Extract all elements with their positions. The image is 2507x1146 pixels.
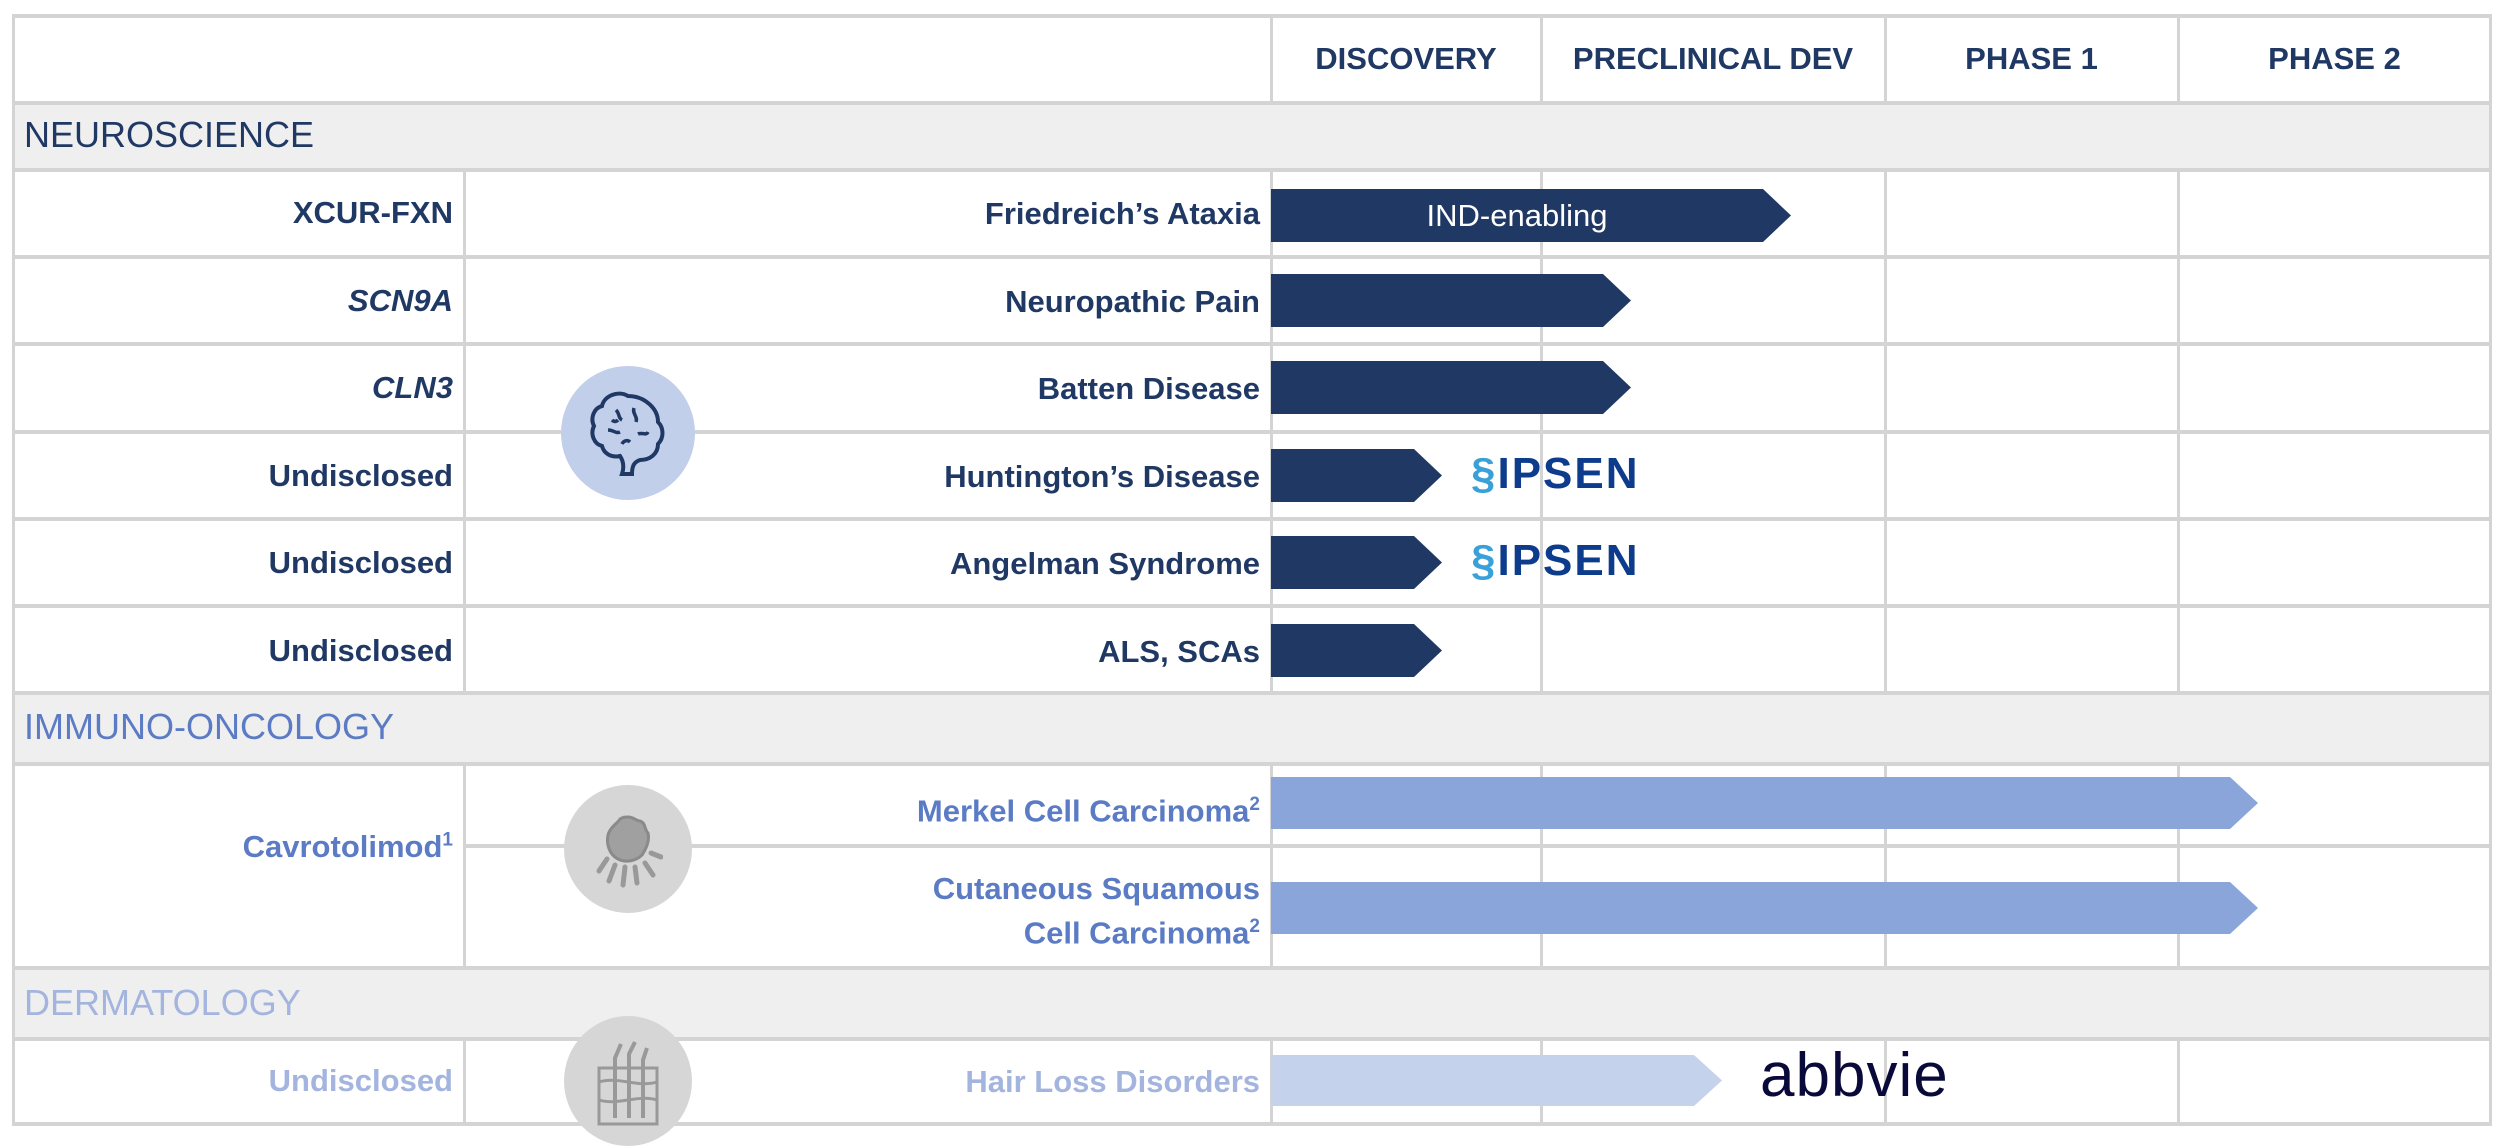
candidate-undisclosed-angelman: Undisclosed: [268, 545, 453, 580]
progress-bar-xcur-fxn: IND-enabling: [1271, 189, 1791, 242]
phase-header-phase1: PHASE 1: [1965, 41, 2098, 76]
progress-bar-merkel: [1271, 777, 2258, 829]
progress-bar-angelman: [1271, 536, 1442, 589]
progress-bar-hair-loss: [1271, 1055, 1722, 1106]
section-title-immuno-oncology: IMMUNO-ONCOLOGY: [24, 706, 395, 747]
progress-bar-huntingtons: [1271, 449, 1442, 502]
candidate-undisclosed-huntingtons: Undisclosed: [268, 458, 453, 493]
progress-bar-cln3: [1271, 361, 1631, 414]
candidate-scn9a: SCN9A: [347, 283, 453, 318]
indication-als-scas: ALS, SCAs: [1098, 634, 1260, 669]
partner-logo-ipsen: §IPSEN: [1471, 536, 1640, 585]
phase-header-discovery: DISCOVERY: [1315, 41, 1497, 76]
progress-bar-cscc: [1271, 882, 2258, 934]
indication-batten-disease: Batten Disease: [1037, 371, 1260, 406]
candidate-undisclosed-als: Undisclosed: [268, 633, 453, 668]
dermatology-band: [13, 968, 2491, 1038]
indication-huntingtons-disease: Huntington’s Disease: [944, 459, 1260, 494]
tumor-cell-icon: [564, 785, 692, 913]
partner-logo-abbvie: abbvie: [1760, 1041, 1949, 1110]
indication-friedreichs-ataxia: Friedreich’s Ataxia: [984, 196, 1260, 231]
hair-follicle-icon: [564, 1016, 692, 1146]
candidate-cln3: CLN3: [372, 370, 453, 405]
phase-header-phase2: PHASE 2: [2268, 41, 2401, 76]
candidate-xcur-fxn: XCUR-FXN: [292, 195, 453, 230]
indication-angelman-syndrome: Angelman Syndrome: [949, 546, 1260, 581]
dna-icon: §: [1471, 536, 1498, 585]
brain-icon: [561, 366, 695, 500]
indication-cutaneous-squamous-cell-carcinoma: Cutaneous Squamous Cell Carcinoma2: [932, 871, 1260, 951]
progress-bar-scn9a: [1271, 274, 1631, 327]
bar-label-ind-enabling: IND-enabling: [1426, 198, 1608, 233]
candidate-undisclosed-hair-loss: Undisclosed: [268, 1063, 453, 1098]
indication-merkel-cell-carcinoma: Merkel Cell Carcinoma2: [916, 793, 1260, 829]
immuno-oncology-band: [13, 693, 2491, 763]
phase-header-preclinical: PRECLINICAL DEV: [1572, 41, 1854, 76]
indication-hair-loss-disorders: Hair Loss Disorders: [965, 1064, 1260, 1099]
candidate-cavrotolimod: Cavrotolimod1: [242, 829, 453, 864]
neuroscience-band: [13, 102, 2491, 170]
progress-bar-als: [1271, 624, 1442, 677]
indication-neuropathic-pain: Neuropathic Pain: [1005, 284, 1260, 319]
section-title-dermatology: DERMATOLOGY: [24, 982, 301, 1023]
partner-logo-ipsen: §IPSEN: [1471, 449, 1640, 498]
section-title-neuroscience: NEUROSCIENCE: [24, 114, 315, 155]
dna-icon: §: [1471, 449, 1498, 498]
